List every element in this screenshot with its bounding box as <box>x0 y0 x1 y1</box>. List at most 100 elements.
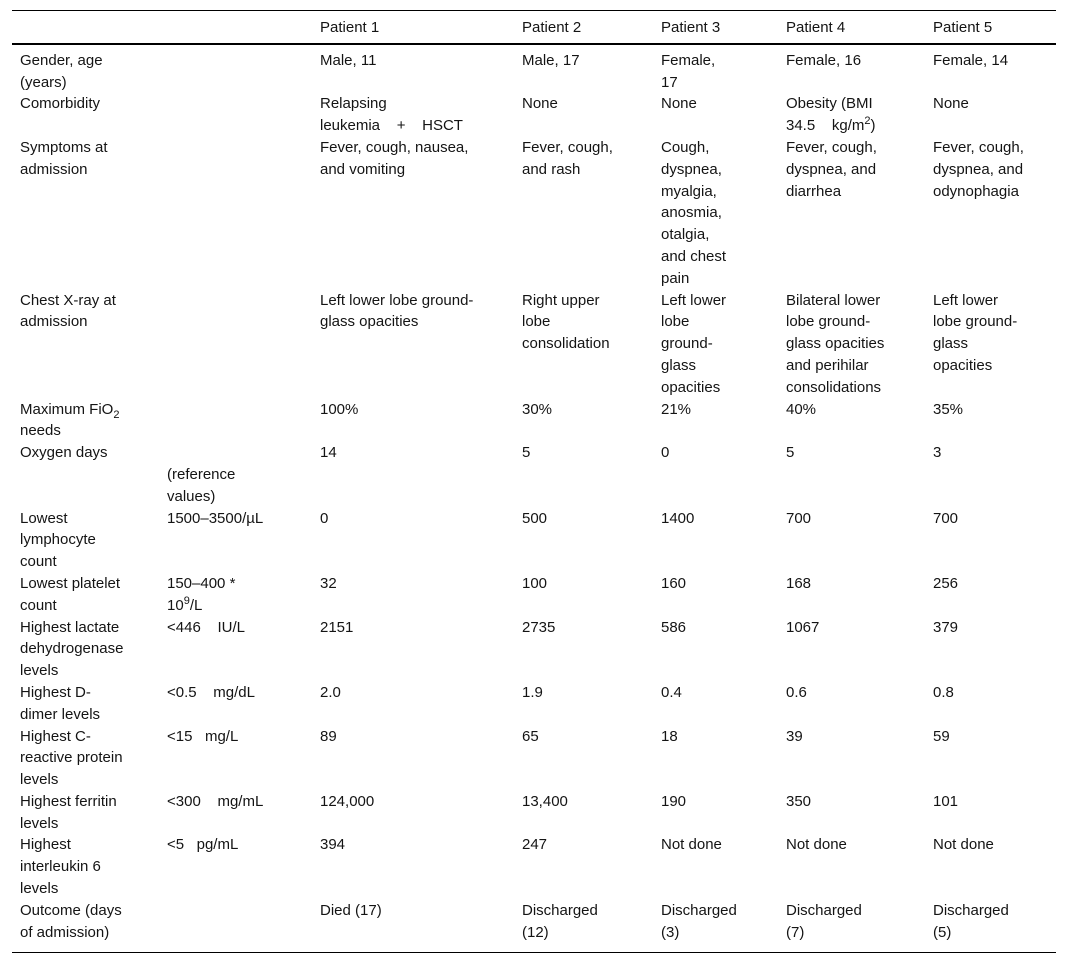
column-header-patient-1: Patient 1 <box>320 19 380 36</box>
patient-2-value: 247 <box>522 836 548 854</box>
patient-4-value: 1067 <box>786 618 820 636</box>
fio2-text-end: needs <box>20 422 61 440</box>
reference-value: <15 mg/L <box>167 727 239 745</box>
patient-2-value: Male, 17 <box>522 51 580 69</box>
patient-5-value: 59 <box>933 727 950 745</box>
patient-5-value: 3 <box>933 444 942 462</box>
column-header-patient-2: Patient 2 <box>522 19 582 36</box>
column-header-patient-5: Patient 5 <box>933 19 993 36</box>
patient-3-value: Discharged (3) <box>661 901 737 941</box>
patient-2-value: Right upper lobe consolidation <box>522 291 610 353</box>
patient-3-value: 18 <box>661 727 678 745</box>
column-header-patient-3: Patient 3 <box>661 19 721 36</box>
row-label: Lowest platelet count <box>20 574 121 614</box>
reference-values-caption: (reference values) <box>167 465 236 505</box>
patient-2-value: 2735 <box>522 618 556 636</box>
table-row-max-fio2: Maximum FiO2 needs 100% 30% 21% 40% 35% <box>12 399 1056 443</box>
bmi-text: Obesity (BMI 34.5 kg/m <box>786 95 873 135</box>
table-row-interleukin6: Highest interleukin 6 levels <5 pg/mL 39… <box>12 834 1056 899</box>
patient-1-value: 2151 <box>320 618 354 636</box>
patient-2-value: None <box>522 95 558 113</box>
patient-5-value: 101 <box>933 792 959 810</box>
patient-2-value: 1.9 <box>522 683 543 701</box>
patient-4-value: Obesity (BMI 34.5 kg/m2) <box>786 93 933 137</box>
patient-1-value: 14 <box>320 444 337 462</box>
table-row-ferritin: Highest ferritin levels <300 mg/mL 124,0… <box>12 791 1056 835</box>
patient-1-value: Left lower lobe ground- glass opacities <box>320 291 474 331</box>
patient-1-value: Relapsing leukemia + HSCT <box>320 95 463 135</box>
row-label <box>12 464 167 508</box>
superscript-9: 9 <box>183 594 190 607</box>
patient-1-value: Fever, cough, nausea, and vomiting <box>320 138 469 178</box>
header-row: Patient 1 Patient 2 Patient 3 Patient 4 … <box>12 11 1056 44</box>
reference-value: <5 pg/mL <box>167 836 239 854</box>
table-row-lymphocyte-count: Lowest lymphocyte count 1500–3500/µL 0 5… <box>12 508 1056 573</box>
row-label-header <box>12 11 167 44</box>
patient-3-value: 21% <box>661 400 692 418</box>
row-label: Highest lactate dehydrogenase levels <box>20 618 124 680</box>
patient-3-value: Not done <box>661 836 722 854</box>
table-row-crp: Highest C- reactive protein levels <15 m… <box>12 726 1056 791</box>
patient-4-value: 350 <box>786 792 812 810</box>
column-header-patient-4: Patient 4 <box>786 19 846 36</box>
reference-value <box>167 399 320 443</box>
patient-5-value: 256 <box>933 574 959 592</box>
subscript-2: 2 <box>113 408 120 421</box>
table-row-oxygen-days: Oxygen days 14 5 0 5 3 <box>12 442 1056 464</box>
patient-5-value: 379 <box>933 618 959 636</box>
patient-3-value: 586 <box>661 618 687 636</box>
patient-1-value: 32 <box>320 574 337 592</box>
patient-5-value: Discharged (5) <box>933 901 1009 941</box>
patient-2-value: 100 <box>522 574 548 592</box>
table-row-ldh: Highest lactate dehydrogenase levels <44… <box>12 617 1056 682</box>
patient-1-value: 100% <box>320 400 359 418</box>
patient-3-value: 0.4 <box>661 683 682 701</box>
platelet-ref-unit: /L <box>189 596 203 614</box>
patients-table: Patient 1 Patient 2 Patient 3 Patient 4 … <box>12 10 1056 953</box>
patient-1-value: 89 <box>320 727 337 745</box>
patient-4-value: 40% <box>786 400 817 418</box>
patient-3-value: 190 <box>661 792 687 810</box>
table-row-reference-header: (reference values) <box>12 464 1056 508</box>
patient-2-value: 30% <box>522 400 553 418</box>
patient-1-value <box>320 464 522 508</box>
patient-5-value: None <box>933 95 969 113</box>
reference-value: 150–400 * 109/L <box>167 573 320 617</box>
row-label: Symptoms at admission <box>20 138 108 178</box>
bmi-text-end: ) <box>870 117 876 135</box>
patient-3-value: 0 <box>661 444 670 462</box>
row-label: Comorbidity <box>20 95 101 113</box>
patient-3-value: 160 <box>661 574 687 592</box>
reference-value: <0.5 mg/dL <box>167 683 255 701</box>
patient-3-value: None <box>661 95 697 113</box>
patient-1-value: 124,000 <box>320 792 375 810</box>
reference-value: 1500–3500/µL <box>167 509 264 527</box>
patient-1-value: Male, 11 <box>320 51 377 69</box>
patient-4-value: Fever, cough, dyspnea, and diarrhea <box>786 138 877 200</box>
patient-4-value: Not done <box>786 836 847 854</box>
platelet-ref-text: 150–400 * 10 <box>167 574 236 614</box>
row-label: Gender, age (years) <box>20 51 103 91</box>
patient-4-value: Bilateral lower lobe ground- glass opaci… <box>786 291 885 396</box>
table-row-platelet-count: Lowest platelet count 150–400 * 109/L 32… <box>12 573 1056 617</box>
patient-5-value: Female, 14 <box>933 51 1009 69</box>
patient-1-value: Died (17) <box>320 901 382 919</box>
patient-5-value: Left lower lobe ground- glass opacities <box>933 291 1018 374</box>
table-row-comorbidity: Comorbidity Relapsing leukemia + HSCT No… <box>12 93 1056 137</box>
patient-3-value: Cough, dyspnea, myalgia, anosmia, otalgi… <box>661 138 727 287</box>
row-label: Highest D- dimer levels <box>20 683 101 723</box>
superscript-2: 2 <box>864 115 871 128</box>
patient-5-value: 0.8 <box>933 683 954 701</box>
patient-4-value: 0.6 <box>786 683 807 701</box>
patient-4-value: 168 <box>786 574 812 592</box>
reference-value <box>167 442 320 464</box>
reference-value <box>167 137 320 290</box>
patient-3-value: Left lower lobe ground- glass opacities <box>661 291 727 396</box>
reference-value <box>167 290 320 399</box>
reference-value: <446 IU/L <box>167 618 245 636</box>
patient-5-value: 35% <box>933 400 964 418</box>
patient-2-value: 500 <box>522 509 548 527</box>
table-row-gender-age: Gender, age (years) Male, 11 Male, 17 Fe… <box>12 44 1056 94</box>
fio2-text: Maximum FiO <box>20 400 114 418</box>
row-label: Outcome (days of admission) <box>20 901 122 941</box>
